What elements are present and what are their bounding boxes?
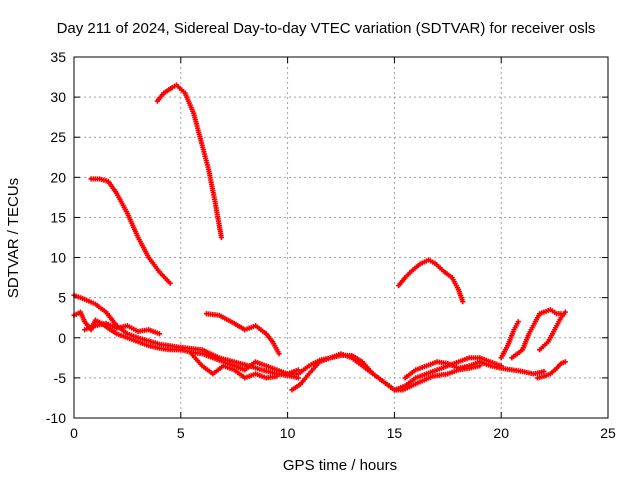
data-point xyxy=(562,359,568,365)
x-tick-label: 25 xyxy=(600,425,616,441)
series-arc-16 xyxy=(534,359,568,381)
series-arc-14 xyxy=(509,307,564,361)
grid-lines xyxy=(74,57,608,418)
series-arc-2 xyxy=(154,82,224,241)
series-arc-1 xyxy=(88,176,173,286)
x-axis-label: GPS time / hours xyxy=(283,457,397,474)
series-arc-4 xyxy=(71,309,248,373)
x-tick-label: 15 xyxy=(387,425,403,441)
data-points xyxy=(71,82,568,393)
data-point xyxy=(218,234,224,241)
data-point xyxy=(541,368,547,375)
x-tick-label: 0 xyxy=(70,425,78,441)
y-axis-ticks: -10 -5 0 5 10 15 20 25 30 35 xyxy=(46,49,608,426)
series-arc-5 xyxy=(82,320,163,337)
x-tick-label: 20 xyxy=(493,425,509,441)
x-axis-ticks: 0 5 10 15 20 25 xyxy=(70,57,616,441)
chart-title: Day 211 of 2024, Sidereal Day-to-day VTE… xyxy=(57,20,596,37)
series-arc-12 xyxy=(396,257,466,305)
data-point xyxy=(515,319,521,325)
data-point xyxy=(562,309,568,315)
plot-frame xyxy=(73,56,609,419)
data-point xyxy=(460,299,466,305)
series-arc-6 xyxy=(203,311,282,357)
y-tick-label: 25 xyxy=(50,129,66,145)
series-arc-10 xyxy=(280,351,504,393)
y-tick-label: -5 xyxy=(54,370,67,386)
series-arc-13 xyxy=(498,319,521,361)
x-tick-label: 5 xyxy=(177,425,185,441)
x-tick-label: 10 xyxy=(280,425,296,441)
y-tick-label: 35 xyxy=(50,49,66,65)
y-tick-label: 20 xyxy=(50,169,66,185)
data-point xyxy=(156,331,163,337)
y-tick-label: 5 xyxy=(58,290,66,306)
y-tick-label: 0 xyxy=(58,330,66,346)
y-tick-label: 10 xyxy=(50,250,66,266)
series-arc-7 xyxy=(188,351,280,381)
series-arc-11 xyxy=(402,359,547,381)
y-tick-label: 15 xyxy=(50,209,66,225)
y-axis-label: SDTVAR / TECUs xyxy=(5,178,22,298)
data-point xyxy=(276,351,282,357)
data-point xyxy=(274,373,280,379)
data-point xyxy=(167,280,173,286)
series-arc-15 xyxy=(537,309,568,353)
y-tick-label: -10 xyxy=(46,410,66,426)
y-tick-label: 30 xyxy=(50,89,66,105)
